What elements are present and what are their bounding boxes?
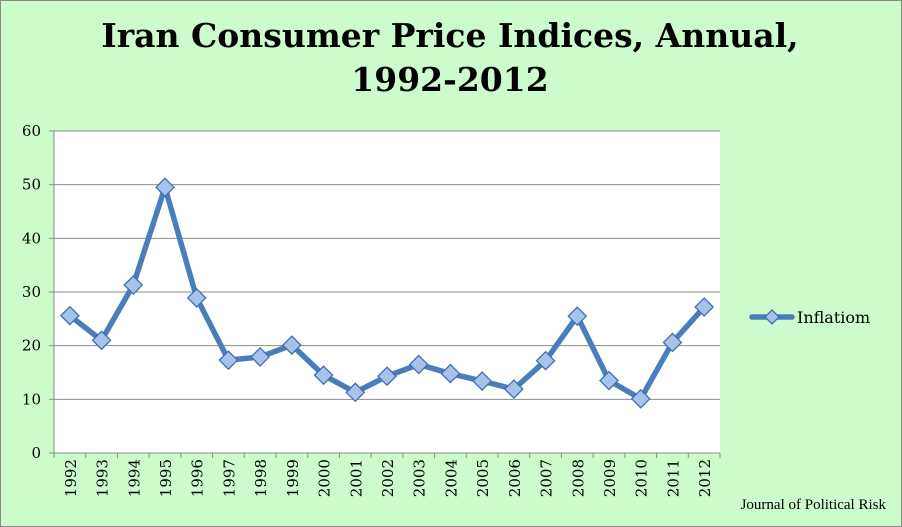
chart-title: Iran Consumer Price Indices, Annual, 199… [90, 14, 810, 102]
data-point-2010 [630, 388, 651, 409]
legend-label: Inflatiom [797, 308, 870, 327]
y-tick-label-50: 50 [22, 176, 41, 194]
data-point-1992 [59, 305, 80, 326]
y-tick-label-20: 20 [22, 337, 41, 355]
data-point-2011 [662, 332, 683, 353]
data-point-2009 [599, 370, 619, 391]
legend-marker [764, 309, 780, 325]
x-tick-label-2006: 2006 [506, 459, 524, 497]
x-tick-label-2002: 2002 [379, 459, 397, 497]
data-point-1999 [281, 335, 302, 356]
x-tick-label-1998: 1998 [252, 459, 270, 497]
data-point-2002 [377, 366, 397, 387]
x-tick-label-1996: 1996 [189, 459, 207, 497]
x-tick-label-2000: 2000 [316, 459, 334, 497]
y-tick-label-30: 30 [22, 283, 41, 301]
x-tick-label-1993: 1993 [94, 459, 112, 497]
data-point-1995 [155, 177, 175, 198]
data-point-2006 [503, 379, 524, 400]
y-tick-label-40: 40 [22, 229, 41, 247]
data-point-1993 [91, 330, 112, 351]
x-tick-label-1995: 1995 [157, 459, 175, 497]
chart-title-line-1: Iran Consumer Price Indices, Annual, [101, 16, 799, 55]
x-tick-label-2005: 2005 [474, 459, 492, 497]
x-tick-label-1999: 1999 [284, 459, 302, 497]
x-tick-label-2009: 2009 [601, 459, 619, 497]
data-point-2001 [345, 382, 366, 403]
x-tick-label-2003: 2003 [411, 459, 429, 497]
x-tick-label-2007: 2007 [538, 459, 556, 497]
data-point-2004 [440, 363, 461, 384]
x-tick-label-1992: 1992 [62, 459, 80, 497]
x-tick-label-2012: 2012 [696, 459, 714, 497]
y-tick-label-0: 0 [31, 444, 41, 462]
x-tick-label-2011: 2011 [664, 459, 682, 497]
data-point-2000 [313, 365, 334, 386]
x-tick-label-2008: 2008 [569, 459, 587, 497]
data-point-1996 [186, 287, 207, 308]
data-point-2008 [567, 306, 588, 327]
x-tick-label-1997: 1997 [220, 459, 238, 497]
source-credit: Journal of Political Risk [740, 497, 886, 513]
x-tick-label-2004: 2004 [442, 459, 460, 497]
x-tick-label-1994: 1994 [125, 459, 143, 497]
data-point-1998 [250, 347, 271, 367]
data-point-1997 [218, 350, 239, 371]
y-tick-label-10: 10 [22, 390, 41, 408]
x-tick-label-2001: 2001 [347, 459, 365, 497]
chart-title-line-2: 1992-2012 [351, 60, 549, 99]
x-tick-label-2010: 2010 [633, 459, 651, 497]
data-point-2003 [408, 354, 429, 375]
y-tick-label-60: 60 [22, 122, 41, 140]
data-point-1994 [123, 275, 144, 295]
data-point-2007 [535, 350, 556, 371]
data-point-2012 [694, 297, 715, 317]
data-point-2005 [472, 371, 493, 392]
